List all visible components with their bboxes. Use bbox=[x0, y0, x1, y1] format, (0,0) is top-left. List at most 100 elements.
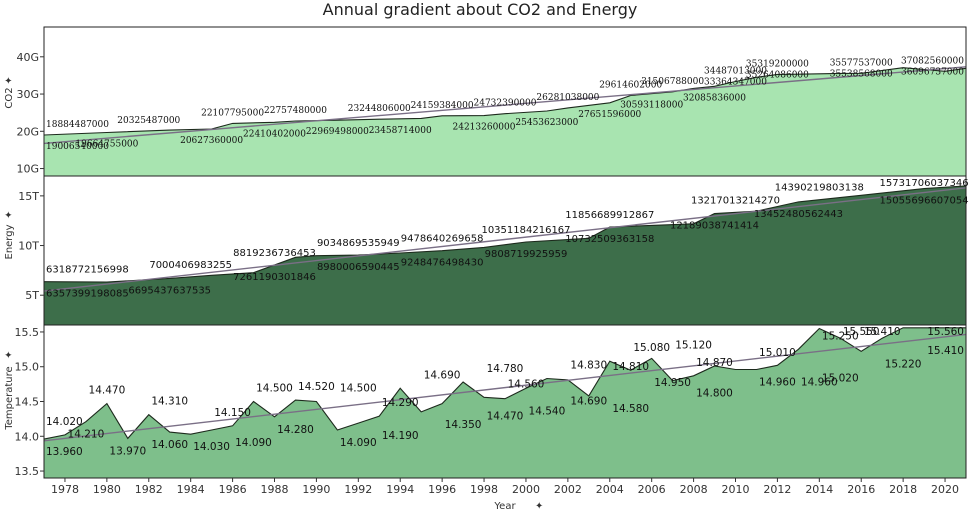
data-label: 24213260000 bbox=[453, 123, 516, 133]
y-axis-label: CO2 bbox=[4, 87, 15, 108]
data-label: 6318772156998 bbox=[46, 265, 129, 276]
y-tick-label: 15T bbox=[18, 190, 39, 203]
data-label: 14.060 bbox=[151, 439, 188, 451]
data-label: 9248476498430 bbox=[401, 258, 484, 269]
x-tick-label: 2004 bbox=[596, 483, 624, 496]
data-label: 35538568000 bbox=[830, 69, 893, 79]
data-label: 27651596000 bbox=[578, 110, 641, 120]
x-axis: 1978 1980 1982 1984 1986 1988 1990 1992 1994 1996… bbox=[51, 478, 959, 496]
y-axis-pin-icon[interactable]: ✦ bbox=[4, 76, 15, 84]
x-axis-pin-icon[interactable]: ✦ bbox=[535, 501, 543, 511]
x-tick-label: 1990 bbox=[302, 483, 330, 496]
y-axis-pin-icon[interactable]: ✦ bbox=[4, 211, 15, 219]
y-tick-label: 14.5 bbox=[15, 396, 40, 409]
trend-line-temperature bbox=[43, 333, 967, 442]
data-label: 10351184216167 bbox=[481, 225, 570, 236]
data-label: 8819236736453 bbox=[233, 248, 316, 259]
data-label: 22757480000 bbox=[264, 106, 327, 116]
x-tick-label: 1984 bbox=[177, 483, 205, 496]
data-label: 15.410 bbox=[927, 345, 964, 357]
x-tick-label: 1992 bbox=[344, 483, 372, 496]
data-label: 14.950 bbox=[654, 377, 691, 389]
data-label: 15.220 bbox=[885, 358, 922, 370]
data-label: 35577537000 bbox=[830, 58, 893, 68]
data-label: 33364347000 bbox=[704, 78, 767, 88]
data-label: 14.560 bbox=[508, 378, 545, 390]
chart-title: Annual gradient about CO2 and Energy bbox=[323, 0, 638, 19]
data-label: 14.020 bbox=[46, 416, 83, 428]
data-label: 14.470 bbox=[487, 411, 524, 423]
data-label: 7261190301846 bbox=[233, 272, 316, 283]
data-label: 35264086000 bbox=[746, 70, 809, 80]
x-tick-label: 2016 bbox=[847, 483, 875, 496]
data-label: 15731706037346 bbox=[880, 178, 969, 189]
y-tick-label: 15.0 bbox=[15, 361, 40, 374]
energy-panel: 5T 10T 15T Energy ✦ 6318772156998 635739919808… bbox=[4, 175, 969, 326]
data-label: 6357399198085 bbox=[46, 289, 129, 300]
data-label: 13.960 bbox=[46, 446, 83, 458]
x-tick-label: 2010 bbox=[722, 483, 750, 496]
data-label: 14.870 bbox=[696, 357, 733, 369]
data-label: 9034869535949 bbox=[317, 238, 400, 249]
data-label: 14.470 bbox=[89, 385, 126, 397]
area-co2 bbox=[44, 67, 966, 176]
data-label: 14.500 bbox=[256, 383, 293, 395]
data-label: 12189038741414 bbox=[670, 221, 759, 232]
series-line-energy bbox=[43, 185, 967, 283]
x-tick-label: 2014 bbox=[805, 483, 833, 496]
x-tick-label: 1986 bbox=[219, 483, 247, 496]
y-axis-pin-icon[interactable]: ✦ bbox=[4, 351, 15, 359]
data-label: 15055696607054 bbox=[880, 196, 969, 207]
data-label: 31506788000 bbox=[641, 77, 704, 87]
y-tick-label: 10G bbox=[16, 163, 39, 176]
data-label: 23244806000 bbox=[348, 104, 411, 114]
x-tick-label: 2018 bbox=[889, 483, 917, 496]
data-label: 14.960 bbox=[759, 377, 796, 389]
data-label: 14.280 bbox=[277, 424, 314, 436]
data-label: 14.350 bbox=[445, 419, 482, 431]
x-tick-label: 1996 bbox=[428, 483, 456, 496]
data-label: 14.690 bbox=[570, 395, 607, 407]
data-label: 15.020 bbox=[822, 372, 859, 384]
data-label: 10732509363158 bbox=[565, 234, 654, 245]
y-axis-label: Energy bbox=[4, 224, 15, 259]
x-tick-label: 2020 bbox=[931, 483, 959, 496]
data-label: 13217013214270 bbox=[691, 195, 780, 206]
trend-line-energy bbox=[43, 187, 967, 292]
series-line-temperature bbox=[43, 327, 966, 440]
data-label: 14.810 bbox=[612, 361, 649, 373]
data-label: 7000406983255 bbox=[149, 260, 232, 271]
x-tick-label: 1978 bbox=[51, 483, 79, 496]
data-label: 14.960 bbox=[801, 377, 838, 389]
data-label: 22410402000 bbox=[243, 129, 306, 139]
data-label: 14.830 bbox=[570, 360, 607, 372]
data-label: 15.410 bbox=[864, 326, 901, 338]
data-label: 24159384000 bbox=[411, 101, 474, 111]
data-label: 15.120 bbox=[675, 339, 712, 351]
data-label: 26281038000 bbox=[536, 93, 599, 103]
data-label: 14.030 bbox=[193, 441, 230, 453]
y-tick-label: 10T bbox=[18, 240, 39, 253]
data-label: 19006540000 bbox=[46, 142, 109, 152]
data-label: 15.250 bbox=[822, 330, 859, 342]
data-label: 14390219803138 bbox=[775, 183, 864, 194]
data-label: 23458714000 bbox=[369, 126, 432, 136]
data-label: 14.290 bbox=[382, 397, 419, 409]
x-tick-label: 1980 bbox=[93, 483, 121, 496]
x-tick-label: 2012 bbox=[763, 483, 791, 496]
co2-panel: 10G 20G 30G 40G CO2 ✦ 18884487000 1900654000019… bbox=[4, 26, 967, 177]
x-tick-label: 1994 bbox=[386, 483, 414, 496]
data-label: 25453623000 bbox=[515, 118, 578, 128]
data-label: 9808719925959 bbox=[485, 249, 568, 260]
trend-line-co2 bbox=[43, 66, 967, 145]
x-tick-label: 1998 bbox=[470, 483, 498, 496]
data-label: 20325487000 bbox=[117, 116, 180, 126]
x-tick-label: 2002 bbox=[554, 483, 582, 496]
y-tick-label: 14.0 bbox=[15, 430, 40, 443]
data-label: 14.690 bbox=[424, 369, 461, 381]
data-label: 18884487000 bbox=[46, 120, 109, 130]
x-axis-label: Year bbox=[493, 501, 516, 511]
data-label: 14.310 bbox=[151, 396, 188, 408]
data-label: 29614602000 bbox=[599, 81, 662, 91]
data-label: 14.210 bbox=[68, 429, 105, 441]
